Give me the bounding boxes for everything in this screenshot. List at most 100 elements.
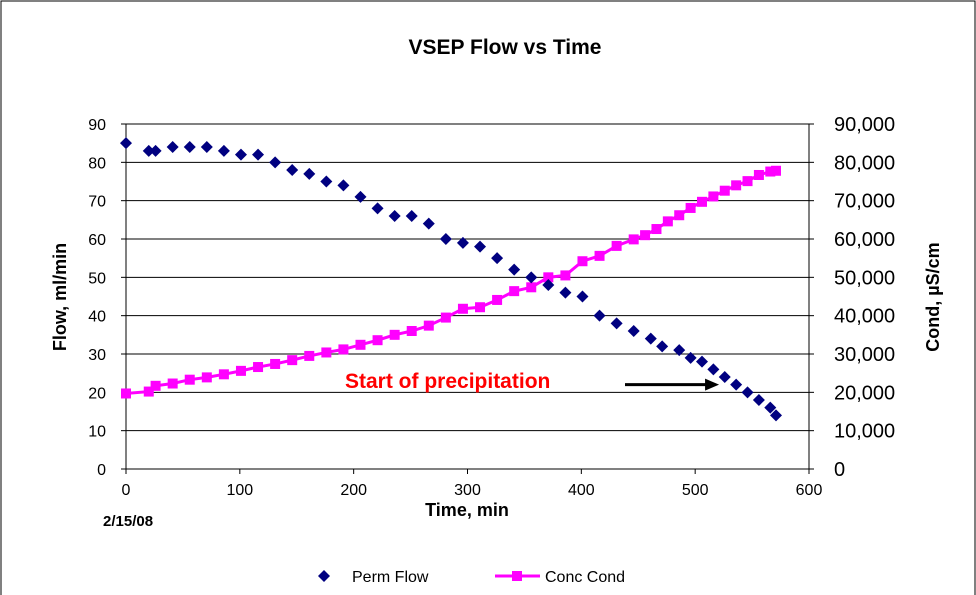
conc-cond-point (167, 378, 178, 389)
x-tick-label: 400 (568, 482, 595, 499)
conc-cond-point (270, 358, 281, 369)
conc-cond-point (355, 339, 366, 350)
y-axis-label: Flow, ml/min (50, 243, 70, 351)
y2-tick-label: 10,000 (834, 421, 895, 443)
perm-flow-point (388, 210, 401, 222)
perm-flow-point (286, 164, 299, 176)
conc-cond-point (304, 350, 315, 361)
conc-cond-point (253, 362, 264, 373)
y2-axis-label: Cond, µS/cm (923, 242, 943, 351)
perm-flow-point (542, 279, 555, 291)
conc-cond-point (509, 286, 520, 297)
conc-cond-point (577, 256, 588, 267)
conc-cond-point (235, 365, 246, 376)
y-tick-label: 30 (88, 347, 106, 364)
perm-flow-point (439, 233, 452, 245)
annotation-start-of-precipitation: Start of precipitation (345, 370, 550, 393)
perm-flow-point (769, 409, 782, 422)
perm-flow-point (422, 217, 435, 230)
perm-flow-point (559, 286, 572, 299)
perm-flow-point (217, 144, 230, 157)
annotation-arrow (625, 378, 720, 391)
legend-marker-perm-flow (318, 570, 330, 582)
x-tick-label: 500 (682, 482, 709, 499)
plot-area (125, 123, 810, 470)
perm-flow-point (252, 148, 265, 161)
conc-cond-point (150, 380, 161, 391)
conc-cond-point (731, 180, 742, 191)
y-tick-label: 70 (88, 194, 106, 211)
conc-cond-point (406, 326, 417, 336)
x-tick-label: 600 (796, 482, 823, 499)
conc-cond-point (674, 210, 685, 221)
perm-flow-point (371, 202, 384, 215)
perm-flow-point (508, 263, 521, 276)
conc-cond-point (338, 344, 349, 355)
conc-cond-point (321, 347, 332, 358)
y-tick-label: 60 (88, 232, 106, 249)
perm-flow-point (684, 351, 697, 364)
conc-cond-point (742, 176, 753, 187)
conc-cond-point (143, 386, 154, 397)
conc-cond-point (475, 302, 486, 313)
y-tick-label: 50 (88, 270, 106, 287)
x-axis-label: Time, min (425, 500, 509, 520)
perm-flow-point (303, 167, 316, 180)
perm-flow-point (149, 144, 162, 157)
y-tick-label: 20 (88, 385, 106, 402)
series-layer (120, 137, 782, 422)
perm-flow-point (593, 309, 606, 322)
perm-flow-point (627, 325, 640, 337)
conc-cond-point (765, 166, 776, 177)
conc-cond-point (389, 329, 400, 340)
perm-flow-point (337, 179, 350, 192)
perm-flow-point (752, 394, 765, 406)
annotation-arrow-head (705, 378, 720, 391)
y-tick-label: 80 (88, 155, 106, 172)
y2-tick-label: 20,000 (834, 382, 895, 404)
y2-tick-label: 0 (834, 459, 845, 481)
perm-flow-point (764, 401, 777, 414)
chart-title: VSEP Flow vs Time (409, 36, 602, 59)
perm-flow-point (610, 317, 623, 330)
perm-flow-point (576, 290, 589, 303)
y-tick-label: 0 (97, 462, 106, 479)
y2-tick-label: 30,000 (834, 344, 895, 366)
perm-flow-point (491, 252, 504, 265)
y2-tick-label: 40,000 (834, 306, 895, 328)
perm-flow-point (644, 332, 657, 345)
conc-cond-point (121, 388, 131, 399)
legend-marker-conc-cond (512, 571, 522, 581)
perm-flow-point (474, 240, 487, 253)
perm-flow-point (354, 190, 367, 203)
y2-tick-label: 80,000 (834, 152, 895, 174)
perm-flow-point (183, 141, 196, 153)
perm-flow-point (320, 175, 333, 188)
conc-cond-point (526, 282, 537, 293)
conc-cond-point (201, 372, 212, 383)
legend-label-perm-flow: Perm Flow (352, 569, 429, 586)
conc-cond-point (372, 335, 383, 346)
perm-flow-point (741, 386, 754, 399)
conc-cond-point (287, 355, 298, 366)
conc-cond-point (218, 369, 229, 380)
perm-flow-point (234, 148, 247, 161)
perm-flow-point (166, 141, 179, 153)
y-tick-label: 90 (88, 117, 106, 134)
y-tick-label: 40 (88, 309, 106, 326)
conc-cond-point (640, 230, 651, 241)
tick-labels: 0 10 20 30 40 50 60 70 80 90 0 10,000 20,000 30,000 40… (88, 114, 895, 499)
y2-tick-label: 50,000 (834, 267, 895, 289)
perm-flow-point (142, 144, 155, 157)
conc-cond-point (719, 185, 730, 196)
conc-cond-point (696, 196, 707, 207)
perm-flow-point (695, 355, 708, 368)
conc-cond-point (770, 165, 781, 176)
perm-flow-point (656, 340, 669, 353)
y2-tick-label: 60,000 (834, 229, 895, 251)
x-tick-label: 0 (122, 482, 131, 499)
conc-cond-point (184, 374, 195, 385)
legend-label-conc-cond: Conc Cond (545, 569, 625, 586)
conc-cond-point (560, 270, 571, 281)
